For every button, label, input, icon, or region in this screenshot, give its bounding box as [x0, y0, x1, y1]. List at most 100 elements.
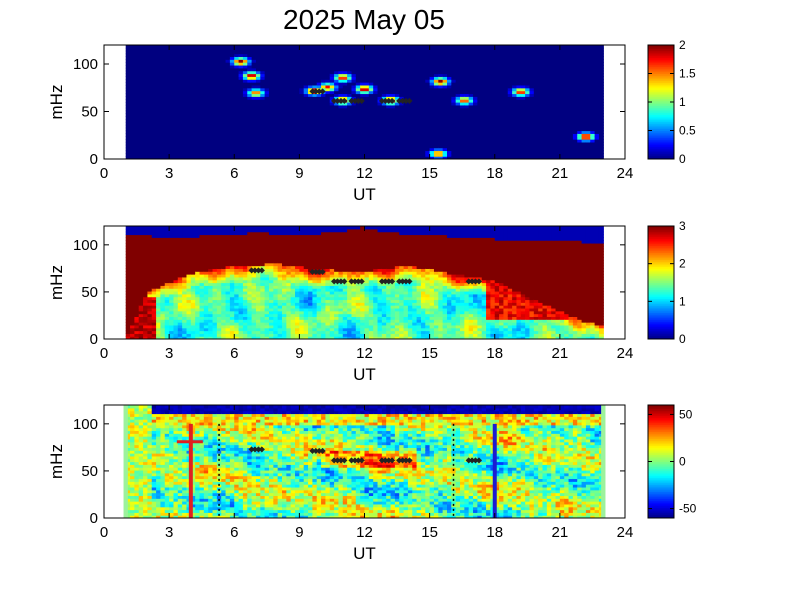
marker: ◆ — [355, 456, 362, 465]
marker: ◆ — [382, 456, 389, 465]
marker: ◆ — [249, 265, 256, 274]
colorbar: 50 0 -50 — [647, 404, 697, 519]
marker: ◆ — [406, 456, 413, 465]
x-tick-label: 15 — [421, 524, 438, 541]
marker: ◆ — [403, 456, 410, 465]
marker: ◆ — [389, 456, 396, 465]
x-tick-label: 15 — [421, 165, 438, 182]
x-tick-label: 6 — [230, 345, 238, 362]
colorbar-tick-label: 0 — [679, 332, 686, 346]
colorbar-tick-label: 1 — [679, 294, 686, 308]
marker: ◆ — [382, 277, 389, 286]
marker: ◆ — [331, 96, 338, 105]
marker: ◆ — [334, 96, 341, 105]
colorbar-tick-label: 0 — [679, 152, 686, 166]
panel-3: ◆◆◆◆ ◆◆◆◆◆◆◆◆ ◆◆◆◆ ◆◆◆◆ ◆◆◆◆ ◆◆◆◆0 3 6 9 12 15 18 21… — [47, 404, 697, 563]
marker: ◆ — [396, 96, 403, 105]
marker: ◆ — [316, 267, 323, 276]
marker: ◆ — [359, 96, 366, 105]
marker: ◆ — [396, 277, 403, 286]
x-tick-label: 3 — [165, 165, 173, 182]
marker: ◆ — [352, 456, 359, 465]
marker: ◆ — [476, 277, 483, 286]
y-tick-label: 100 — [73, 416, 98, 433]
marker: ◆ — [386, 96, 393, 105]
colorbar-tick-label: 2 — [679, 38, 686, 52]
panel-1: ◆◆◆◆◆◆◆◆ ◆◆◆◆ ◆◆◆◆ ◆◆◆◆0 3 6 9 12 15 18 21 24050100… — [47, 38, 696, 204]
marker: ◆ — [403, 277, 410, 286]
marker: ◆ — [379, 456, 386, 465]
marker: ◆ — [259, 265, 266, 274]
x-tick-label: 18 — [486, 165, 503, 182]
y-tick-label: 100 — [73, 56, 98, 73]
x-tick-label: 18 — [486, 345, 503, 362]
marker: ◆ — [359, 456, 366, 465]
x-tick-label: 0 — [100, 165, 108, 182]
marker: ◆ — [338, 277, 345, 286]
marker: ◆ — [472, 456, 479, 465]
marker: ◆ — [309, 87, 316, 96]
marker: ◆ — [400, 277, 407, 286]
marker: ◆ — [389, 277, 396, 286]
x-tick-label: 18 — [486, 524, 503, 541]
marker: ◆ — [338, 96, 345, 105]
colorbar: 0 1 2 3 — [647, 219, 686, 346]
marker: ◆ — [396, 456, 403, 465]
marker: ◆ — [403, 96, 410, 105]
marker: ◆ — [316, 446, 323, 455]
marker: ◆ — [255, 265, 262, 274]
marker: ◆ — [466, 277, 473, 286]
y-axis-label: mHz — [47, 85, 66, 120]
marker: ◆ — [252, 265, 259, 274]
edge-band-right — [601, 405, 606, 518]
marker: ◆ — [348, 277, 355, 286]
marker: ◆ — [406, 277, 413, 286]
x-axis-label: UT — [353, 365, 376, 384]
marker: ◆ — [338, 456, 345, 465]
marker: ◆ — [379, 277, 386, 286]
marker: ◆ — [379, 96, 386, 105]
marker: ◆ — [386, 456, 393, 465]
marker: ◆ — [476, 456, 483, 465]
colorbar-tick-label: 3 — [679, 219, 686, 233]
x-tick-label: 6 — [230, 524, 238, 541]
marker: ◆ — [331, 277, 338, 286]
x-tick-label: 24 — [617, 524, 634, 541]
marker: ◆ — [313, 446, 320, 455]
marker: ◆ — [255, 444, 262, 453]
colorbar-tick-label: 0 — [679, 455, 686, 469]
y-tick-label: 0 — [90, 510, 98, 527]
y-tick-label: 50 — [81, 104, 98, 121]
y-tick-label: 0 — [90, 151, 98, 168]
panel-2: ◆◆◆◆ ◆◆◆◆◆◆◆◆ ◆◆◆◆ ◆◆◆◆ ◆◆◆◆ ◆◆◆◆0 3 6 9 12 15 18 21… — [47, 219, 686, 384]
colorbar-tick-label: 1 — [679, 95, 686, 109]
y-tick-label: 100 — [73, 237, 98, 254]
marker: ◆ — [341, 96, 348, 105]
heatmap-cells — [125, 226, 604, 339]
marker: ◆ — [406, 96, 413, 105]
x-tick-label: 12 — [356, 165, 373, 182]
x-tick-label: 24 — [617, 165, 634, 182]
marker: ◆ — [352, 96, 359, 105]
colorbar-tick-label: 0.5 — [679, 124, 696, 138]
colorbar: 0 0.5 1 1.5 2 — [647, 38, 696, 166]
x-tick-label: 21 — [552, 165, 569, 182]
marker: ◆ — [466, 456, 473, 465]
y-axis-label: mHz — [47, 444, 66, 479]
marker: ◆ — [331, 456, 338, 465]
y-axis-label: mHz — [47, 265, 66, 300]
marker: ◆ — [469, 277, 476, 286]
heatmap-cells — [125, 45, 604, 159]
edge-band-left — [123, 405, 128, 518]
marker: ◆ — [341, 277, 348, 286]
marker: ◆ — [309, 446, 316, 455]
x-tick-label: 0 — [100, 524, 108, 541]
marker: ◆ — [313, 267, 320, 276]
colorbar-tick-label: -50 — [679, 502, 697, 516]
colorbar-tick-label: 50 — [679, 407, 693, 421]
marker: ◆ — [259, 444, 266, 453]
x-tick-label: 21 — [552, 524, 569, 541]
marker: ◆ — [316, 87, 323, 96]
marker: ◆ — [469, 456, 476, 465]
